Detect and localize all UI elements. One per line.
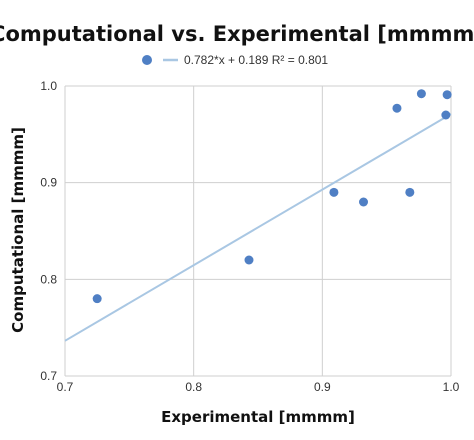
data-point [359, 197, 369, 207]
y-tick-label: 1.0 [40, 79, 57, 93]
y-tick-label: 0.9 [40, 176, 57, 190]
data-point [441, 110, 451, 120]
plot-area: 0.7 0.8 0.9 1.0 0.7 0.8 0.9 1.0 [40, 79, 459, 394]
x-tick-label: 0.9 [314, 380, 331, 394]
y-tick-label: 0.7 [40, 369, 57, 383]
x-tick-label: 0.8 [185, 380, 202, 394]
x-tick-label: 0.7 [57, 380, 74, 394]
trendline [64, 113, 452, 342]
data-point [244, 255, 254, 265]
x-axis-title: Experimental [mmmm] [161, 408, 355, 426]
data-point [442, 90, 452, 100]
legend: 0.782*x + 0.189 R² = 0.801 [142, 53, 328, 67]
y-tick-label: 0.8 [40, 272, 57, 286]
y-axis-title: Computational [mmmm] [9, 127, 27, 333]
data-point [392, 103, 402, 113]
data-point [329, 187, 339, 197]
data-point [92, 294, 102, 304]
data-point [405, 187, 415, 197]
chart-title: Computational vs. Experimental [mmmm] [0, 22, 474, 46]
legend-label: 0.782*x + 0.189 R² = 0.801 [184, 53, 328, 67]
legend-marker [142, 55, 152, 65]
x-tick-label: 1.0 [443, 380, 460, 394]
data-point [416, 89, 426, 99]
